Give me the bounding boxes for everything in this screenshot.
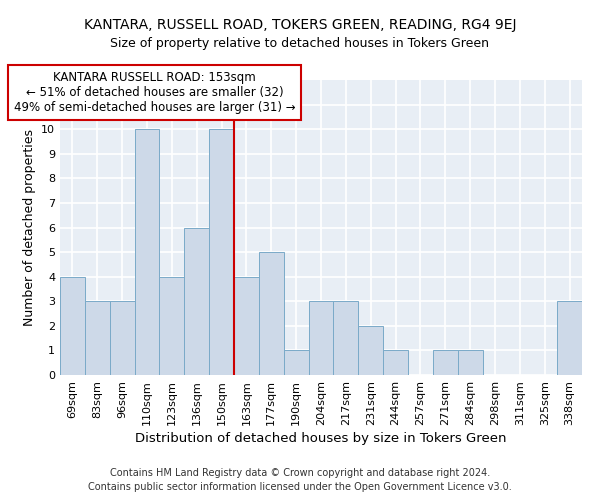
Bar [110,301,134,375]
Bar [458,350,482,375]
Bar [334,301,358,375]
Bar [209,129,234,375]
Bar [234,276,259,375]
Text: Size of property relative to detached houses in Tokers Green: Size of property relative to detached ho… [110,38,490,51]
Bar [433,350,458,375]
Y-axis label: Number of detached properties: Number of detached properties [23,129,35,326]
Bar [358,326,383,375]
Bar [557,301,582,375]
Bar [60,276,85,375]
Bar [184,228,209,375]
Bar [259,252,284,375]
Bar [134,129,160,375]
Bar [160,276,184,375]
Text: KANTARA RUSSELL ROAD: 153sqm
← 51% of detached houses are smaller (32)
49% of se: KANTARA RUSSELL ROAD: 153sqm ← 51% of de… [14,71,295,114]
Text: KANTARA, RUSSELL ROAD, TOKERS GREEN, READING, RG4 9EJ: KANTARA, RUSSELL ROAD, TOKERS GREEN, REA… [84,18,516,32]
Bar [284,350,308,375]
X-axis label: Distribution of detached houses by size in Tokers Green: Distribution of detached houses by size … [135,432,507,445]
Bar [308,301,334,375]
Bar [383,350,408,375]
Bar [85,301,110,375]
Text: Contains HM Land Registry data © Crown copyright and database right 2024.
Contai: Contains HM Land Registry data © Crown c… [88,468,512,492]
